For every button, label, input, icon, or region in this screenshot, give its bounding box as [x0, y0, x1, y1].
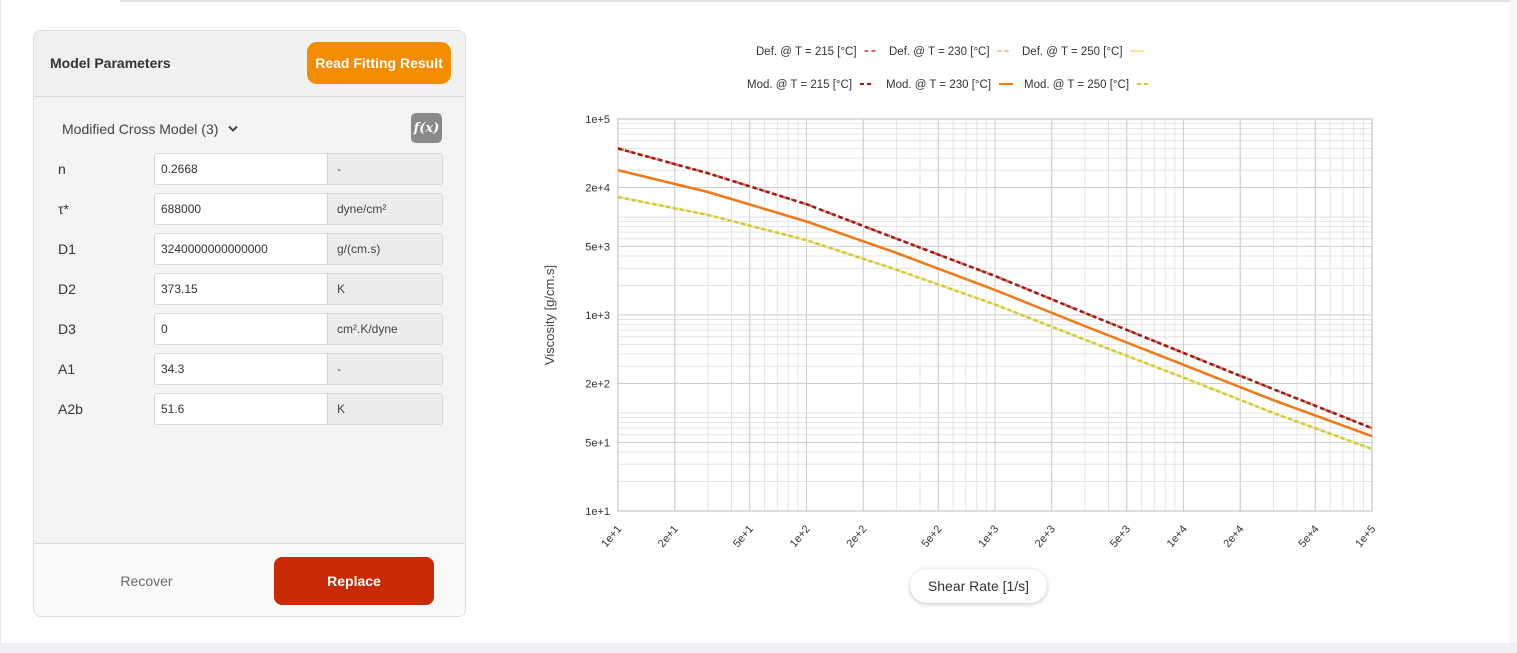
viscosity-chart: 1e+1 5e+1 2e+2 1e+3 5e+3 2e+4 1e+5 1e+1 2e+1 5e+1… — [542, 46, 1378, 550]
param-label: τ* — [58, 201, 69, 217]
legend-label: Mod. @ T = 230 [°C] — [886, 79, 991, 91]
read-fitting-result-button[interactable]: Read Fitting Result — [307, 42, 451, 84]
x-tick-label: 2e+4 — [1221, 523, 1246, 550]
param-row-d3: D3 cm².K/dyne — [34, 313, 465, 345]
formula-button[interactable]: f(x) — [411, 113, 442, 143]
x-tick-label: 1e+4 — [1165, 523, 1190, 550]
param-label: n — [58, 161, 66, 177]
x-tick-label: 2e+3 — [1033, 523, 1058, 550]
param-input-n[interactable] — [154, 153, 328, 185]
x-tick-label: 5e+4 — [1296, 523, 1321, 550]
param-label: D1 — [58, 241, 76, 257]
bottom-strip — [0, 643, 1517, 653]
model-select-value: Modified Cross Model (3) — [62, 121, 219, 137]
legend-label: Mod. @ T = 250 [°C] — [1024, 79, 1129, 91]
x-tick-label: 5e+1 — [731, 523, 756, 550]
param-unit: K — [327, 273, 443, 305]
y-tick-label: 2e+4 — [585, 182, 610, 194]
param-label: A1 — [58, 361, 76, 377]
param-input-a1[interactable] — [154, 353, 328, 385]
x-tick-label: 2e+1 — [656, 523, 681, 550]
chevron-down-icon — [228, 125, 239, 132]
param-row-a2b: A2b K — [34, 393, 465, 425]
param-row-tau: τ* dyne/cm² — [34, 193, 465, 225]
model-select[interactable]: Modified Cross Model (3) — [62, 119, 239, 139]
param-label: A2b — [58, 401, 83, 417]
param-input-d3[interactable] — [154, 313, 328, 345]
x-tick-label: 1e+2 — [788, 523, 813, 550]
x-tick-label: 1e+3 — [976, 523, 1001, 550]
plot-border — [617, 118, 1373, 512]
series-line — [617, 168, 1373, 438]
series-line — [617, 195, 1373, 451]
y-tick-label: 1e+3 — [585, 310, 610, 322]
top-divider — [120, 0, 1517, 2]
param-label: D2 — [58, 281, 76, 297]
y-tick-label: 1e+1 — [585, 506, 610, 518]
param-unit: - — [327, 353, 443, 385]
param-unit: dyne/cm² — [327, 193, 443, 225]
param-unit: K — [327, 393, 443, 425]
y-tick-label: 1e+5 — [585, 114, 610, 126]
param-input-d2[interactable] — [154, 273, 328, 305]
x-tick-label: 2e+2 — [844, 523, 869, 550]
model-parameters-panel: Model Parameters Read Fitting Result Mod… — [33, 30, 466, 617]
param-unit: - — [327, 153, 443, 185]
x-tick-label: 5e+3 — [1108, 523, 1133, 550]
left-edge — [0, 0, 1, 643]
y-tick-label: 2e+2 — [585, 378, 610, 390]
param-row-a1: A1 - — [34, 353, 465, 385]
panel-title: Model Parameters — [50, 55, 171, 71]
param-row-n: n - — [34, 153, 465, 185]
panel-footer: Recover Replace — [34, 543, 465, 616]
y-axis-label: Viscosity [g/cm.s] — [542, 265, 557, 365]
param-input-d1[interactable] — [154, 233, 328, 265]
legend-label: Mod. @ T = 215 [°C] — [747, 79, 852, 91]
y-tick-label: 5e+3 — [585, 242, 610, 254]
param-row-d1: D1 g/(cm.s) — [34, 233, 465, 265]
series-line — [617, 147, 1373, 430]
param-row-d2: D2 K — [34, 273, 465, 305]
legend-label: Def. @ T = 230 [°C] — [889, 46, 990, 58]
legend-label: Def. @ T = 250 [°C] — [1022, 46, 1123, 58]
replace-button[interactable]: Replace — [274, 557, 434, 605]
param-unit: g/(cm.s) — [327, 233, 443, 265]
right-scroll-edge — [1510, 0, 1517, 643]
panel-header: Model Parameters Read Fitting Result — [34, 31, 465, 97]
param-input-tau[interactable] — [154, 193, 328, 225]
y-tick-label: 5e+1 — [585, 438, 610, 450]
param-input-a2b[interactable] — [154, 393, 328, 425]
param-label: D3 — [58, 321, 76, 337]
legend-label: Def. @ T = 215 [°C] — [756, 46, 857, 58]
recover-button[interactable]: Recover — [84, 559, 209, 603]
param-unit: cm².K/dyne — [327, 313, 443, 345]
x-tick-label: 5e+2 — [919, 523, 944, 550]
x-tick-label: 1e+1 — [599, 523, 624, 550]
x-tick-label: 1e+5 — [1353, 523, 1378, 550]
x-axis-unit-button[interactable]: Shear Rate [1/s] — [910, 569, 1047, 603]
